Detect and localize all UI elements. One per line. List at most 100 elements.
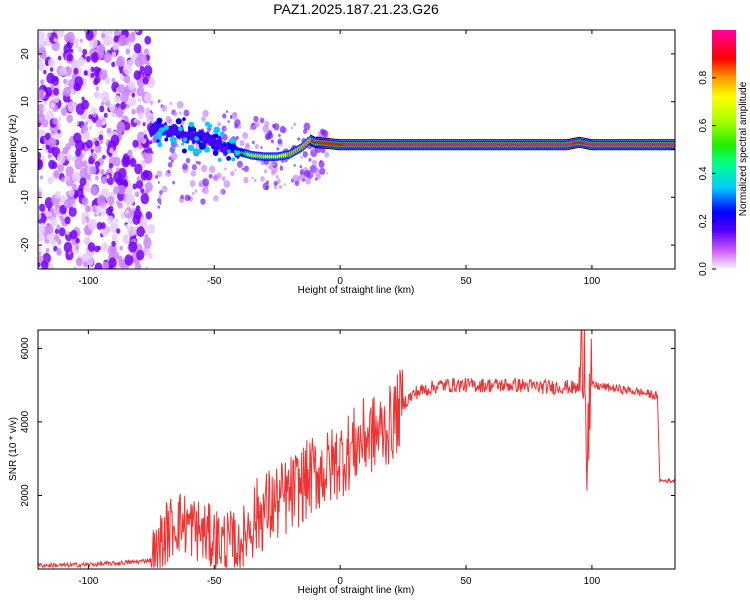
transition-speckle <box>200 198 206 205</box>
transition-speckle <box>223 127 227 131</box>
noise-speckle <box>68 188 75 197</box>
noise-speckle <box>108 162 114 169</box>
noise-speckle <box>107 132 111 138</box>
noise-speckle <box>115 107 124 118</box>
transition-speckle <box>170 152 178 161</box>
track-blob <box>182 137 188 143</box>
noise-speckle <box>81 196 89 206</box>
transition-speckle <box>157 197 162 204</box>
transition-speckle <box>198 182 202 187</box>
noise-speckle <box>136 86 145 97</box>
transition-speckle <box>303 169 311 178</box>
noise-speckle <box>56 248 62 256</box>
noise-speckle <box>70 88 75 94</box>
transition-speckle <box>278 133 281 138</box>
noise-speckle <box>71 73 76 79</box>
noise-speckle <box>82 48 88 56</box>
noise-speckle <box>106 127 112 135</box>
transition-speckle <box>319 159 323 164</box>
noise-speckle <box>97 246 101 251</box>
noise-speckle <box>83 70 88 76</box>
noise-speckle <box>80 129 85 135</box>
transition-speckle <box>202 178 210 187</box>
noise-speckle <box>38 30 45 41</box>
noise-speckle <box>81 99 90 110</box>
transition-speckle <box>219 189 224 195</box>
track-blob <box>169 136 177 143</box>
noise-speckle <box>119 245 123 251</box>
noise-speckle <box>135 205 141 212</box>
noise-speckle <box>38 246 42 253</box>
noise-speckle <box>85 255 94 267</box>
noise-speckle <box>90 66 95 73</box>
transition-speckle <box>262 182 269 191</box>
transition-speckle <box>259 117 265 124</box>
noise-speckle <box>38 225 46 234</box>
transition-speckle <box>252 125 256 129</box>
noise-speckle <box>81 96 85 101</box>
noise-speckle <box>53 37 58 43</box>
noise-speckle <box>59 67 67 77</box>
colorbar-tick-label: 0.2 <box>698 214 709 228</box>
transition-speckle <box>308 158 312 162</box>
noise-speckle <box>93 92 98 98</box>
transition-speckle <box>267 132 274 139</box>
noise-speckle <box>146 147 153 155</box>
noise-speckle <box>81 125 86 131</box>
noise-speckle <box>111 77 116 83</box>
noise-speckle <box>113 186 120 195</box>
noise-speckle <box>122 234 130 245</box>
noise-speckle <box>49 67 54 72</box>
spectrogram-x-ticks: -100 -50 0 50 100 <box>78 30 601 287</box>
track-blob <box>157 142 163 148</box>
track-blob <box>163 124 169 131</box>
noise-speckle <box>140 217 148 227</box>
noise-speckle <box>63 78 68 84</box>
noise-speckle <box>75 139 85 152</box>
noise-speckle <box>65 142 72 151</box>
noise-speckle <box>49 207 55 214</box>
transition-speckle <box>264 169 268 174</box>
noise-speckle <box>143 237 152 249</box>
noise-speckle <box>127 225 136 237</box>
noise-speckle <box>143 134 148 139</box>
noise-speckle <box>143 64 153 77</box>
transition-speckle <box>290 126 294 130</box>
noise-speckle <box>40 260 49 269</box>
transition-speckle <box>159 202 162 205</box>
noise-speckle <box>116 228 121 234</box>
noise-speckle <box>100 168 105 176</box>
transition-speckle <box>260 146 263 149</box>
noise-speckle <box>108 103 115 112</box>
noise-speckle <box>65 166 74 177</box>
noise-speckle <box>125 223 129 229</box>
noise-speckle <box>87 68 92 73</box>
transition-speckle <box>201 116 206 123</box>
noise-speckle <box>124 254 134 266</box>
noise-speckle <box>134 191 140 198</box>
transition-speckle <box>197 161 201 165</box>
noise-speckle <box>77 46 83 53</box>
x-tick-label: 50 <box>460 276 472 287</box>
noise-speckle <box>38 211 42 220</box>
noise-speckle <box>95 118 103 128</box>
noise-speckle <box>105 35 114 46</box>
transition-speckle <box>185 157 191 164</box>
noise-speckle <box>76 120 80 126</box>
noise-speckle <box>123 75 131 84</box>
transition-speckle <box>172 180 176 185</box>
noise-speckle <box>142 76 149 85</box>
noise-speckle <box>81 160 88 168</box>
noise-speckle <box>69 37 74 44</box>
track-blob <box>175 118 182 125</box>
noise-speckle <box>123 121 131 131</box>
noise-speckle <box>128 33 136 43</box>
noise-speckle <box>88 114 93 120</box>
x-tick-label: 50 <box>460 576 472 587</box>
snr-frame <box>37 329 676 570</box>
x-tick-label: -100 <box>78 276 98 287</box>
noise-speckle <box>54 76 58 82</box>
x-tick-label: 100 <box>584 276 601 287</box>
noise-speckle <box>40 79 45 85</box>
transition-speckle <box>284 158 288 163</box>
